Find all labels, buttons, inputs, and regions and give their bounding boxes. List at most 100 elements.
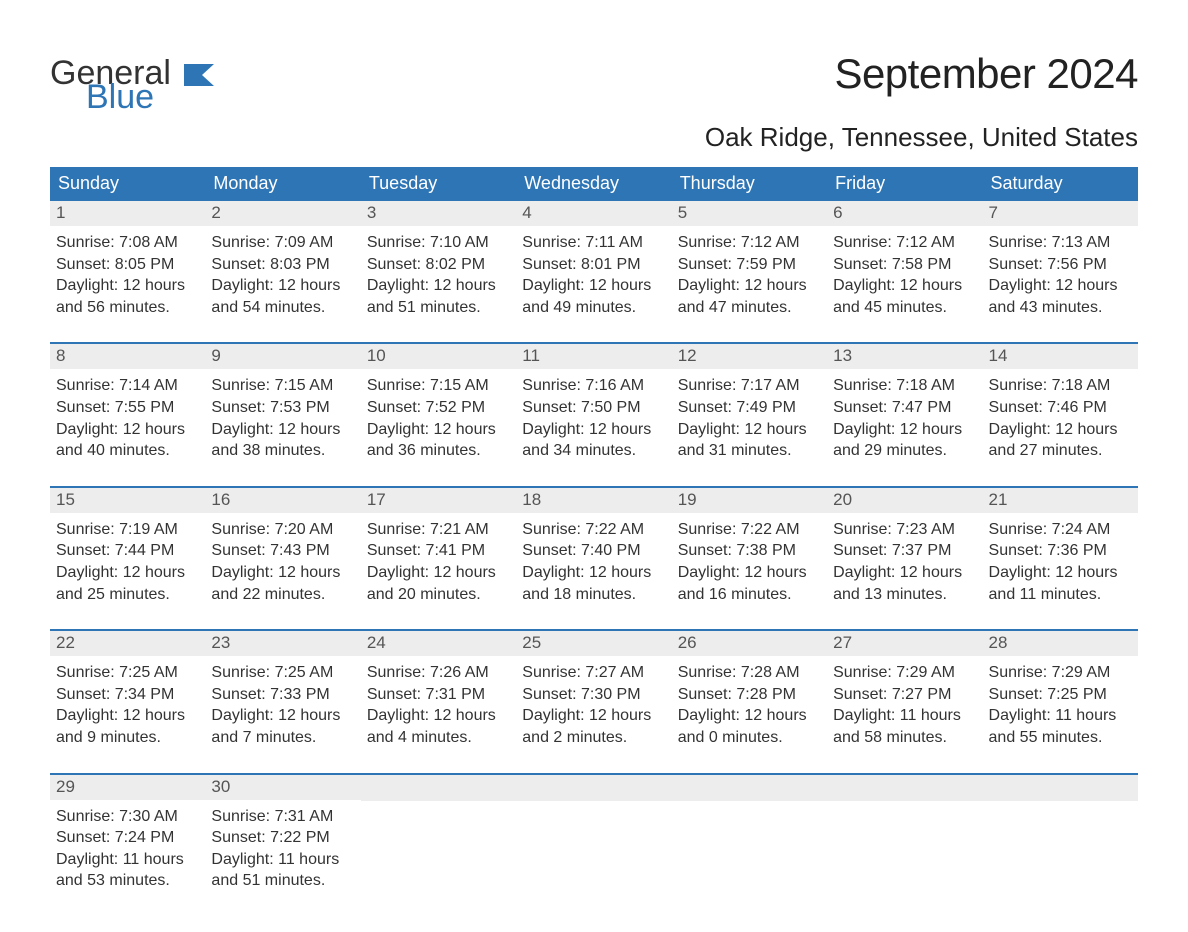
sunset-line: Sunset: 8:01 PM bbox=[522, 254, 665, 276]
daylight-line-2: and 55 minutes. bbox=[989, 727, 1132, 749]
day-details: Sunrise: 7:22 AMSunset: 7:40 PMDaylight:… bbox=[516, 513, 671, 605]
daylight-line-1: Daylight: 12 hours bbox=[522, 275, 665, 297]
calendar-day: 25Sunrise: 7:27 AMSunset: 7:30 PMDayligh… bbox=[516, 631, 671, 748]
daylight-line-1: Daylight: 12 hours bbox=[56, 562, 199, 584]
calendar-day: 2Sunrise: 7:09 AMSunset: 8:03 PMDaylight… bbox=[205, 201, 360, 318]
day-header-row: Sunday Monday Tuesday Wednesday Thursday… bbox=[50, 167, 1138, 201]
day-number: 13 bbox=[827, 344, 982, 369]
daylight-line-1: Daylight: 12 hours bbox=[367, 705, 510, 727]
sunrise-line: Sunrise: 7:14 AM bbox=[56, 375, 199, 397]
sunset-line: Sunset: 7:58 PM bbox=[833, 254, 976, 276]
calendar-day: 30Sunrise: 7:31 AMSunset: 7:22 PMDayligh… bbox=[205, 775, 360, 892]
day-details: Sunrise: 7:18 AMSunset: 7:47 PMDaylight:… bbox=[827, 369, 982, 461]
week-row: 29Sunrise: 7:30 AMSunset: 7:24 PMDayligh… bbox=[50, 773, 1138, 892]
day-number bbox=[827, 775, 982, 801]
sunrise-line: Sunrise: 7:29 AM bbox=[833, 662, 976, 684]
day-details: Sunrise: 7:19 AMSunset: 7:44 PMDaylight:… bbox=[50, 513, 205, 605]
sunset-line: Sunset: 7:31 PM bbox=[367, 684, 510, 706]
day-number: 27 bbox=[827, 631, 982, 656]
daylight-line-1: Daylight: 12 hours bbox=[522, 419, 665, 441]
daylight-line-2: and 51 minutes. bbox=[367, 297, 510, 319]
day-number: 11 bbox=[516, 344, 671, 369]
header: General Blue September 2024 bbox=[50, 50, 1138, 114]
day-details: Sunrise: 7:25 AMSunset: 7:33 PMDaylight:… bbox=[205, 656, 360, 748]
sunrise-line: Sunrise: 7:17 AM bbox=[678, 375, 821, 397]
sunset-line: Sunset: 7:34 PM bbox=[56, 684, 199, 706]
daylight-line-2: and 40 minutes. bbox=[56, 440, 199, 462]
calendar-day: 10Sunrise: 7:15 AMSunset: 7:52 PMDayligh… bbox=[361, 344, 516, 461]
sunrise-line: Sunrise: 7:12 AM bbox=[833, 232, 976, 254]
sunset-line: Sunset: 7:56 PM bbox=[989, 254, 1132, 276]
day-details: Sunrise: 7:08 AMSunset: 8:05 PMDaylight:… bbox=[50, 226, 205, 318]
sunset-line: Sunset: 7:49 PM bbox=[678, 397, 821, 419]
day-number: 22 bbox=[50, 631, 205, 656]
sunrise-line: Sunrise: 7:18 AM bbox=[989, 375, 1132, 397]
sunset-line: Sunset: 7:43 PM bbox=[211, 540, 354, 562]
day-details: Sunrise: 7:27 AMSunset: 7:30 PMDaylight:… bbox=[516, 656, 671, 748]
day-details: Sunrise: 7:18 AMSunset: 7:46 PMDaylight:… bbox=[983, 369, 1138, 461]
day-number: 25 bbox=[516, 631, 671, 656]
daylight-line-2: and 53 minutes. bbox=[56, 870, 199, 892]
sunset-line: Sunset: 7:53 PM bbox=[211, 397, 354, 419]
day-number: 26 bbox=[672, 631, 827, 656]
day-details: Sunrise: 7:15 AMSunset: 7:53 PMDaylight:… bbox=[205, 369, 360, 461]
daylight-line-1: Daylight: 12 hours bbox=[56, 419, 199, 441]
sunset-line: Sunset: 8:03 PM bbox=[211, 254, 354, 276]
day-details: Sunrise: 7:20 AMSunset: 7:43 PMDaylight:… bbox=[205, 513, 360, 605]
sunrise-line: Sunrise: 7:15 AM bbox=[367, 375, 510, 397]
daylight-line-1: Daylight: 12 hours bbox=[211, 562, 354, 584]
daylight-line-2: and 25 minutes. bbox=[56, 584, 199, 606]
sunrise-line: Sunrise: 7:27 AM bbox=[522, 662, 665, 684]
daylight-line-1: Daylight: 12 hours bbox=[56, 275, 199, 297]
calendar-day: 9Sunrise: 7:15 AMSunset: 7:53 PMDaylight… bbox=[205, 344, 360, 461]
calendar-day: 5Sunrise: 7:12 AMSunset: 7:59 PMDaylight… bbox=[672, 201, 827, 318]
daylight-line-2: and 11 minutes. bbox=[989, 584, 1132, 606]
sunrise-line: Sunrise: 7:20 AM bbox=[211, 519, 354, 541]
calendar-day: 28Sunrise: 7:29 AMSunset: 7:25 PMDayligh… bbox=[983, 631, 1138, 748]
sunrise-line: Sunrise: 7:18 AM bbox=[833, 375, 976, 397]
sunset-line: Sunset: 7:46 PM bbox=[989, 397, 1132, 419]
daylight-line-2: and 45 minutes. bbox=[833, 297, 976, 319]
sunrise-line: Sunrise: 7:11 AM bbox=[522, 232, 665, 254]
day-number bbox=[983, 775, 1138, 801]
sunrise-line: Sunrise: 7:22 AM bbox=[678, 519, 821, 541]
calendar-day: 11 Sunrise: 7:16 AMSunset: 7:50 PMDayligh… bbox=[516, 344, 671, 461]
day-number: 8 bbox=[50, 344, 205, 369]
location: Oak Ridge, Tennessee, United States bbox=[50, 122, 1138, 153]
sunrise-line: Sunrise: 7:21 AM bbox=[367, 519, 510, 541]
sunrise-line: Sunrise: 7:12 AM bbox=[678, 232, 821, 254]
calendar-day bbox=[516, 775, 671, 892]
day-number: 18 bbox=[516, 488, 671, 513]
day-number: 14 bbox=[983, 344, 1138, 369]
day-details: Sunrise: 7:14 AMSunset: 7:55 PMDaylight:… bbox=[50, 369, 205, 461]
sunset-line: Sunset: 7:50 PM bbox=[522, 397, 665, 419]
sunset-line: Sunset: 7:24 PM bbox=[56, 827, 199, 849]
day-number bbox=[361, 775, 516, 801]
day-number bbox=[516, 775, 671, 801]
sunrise-line: Sunrise: 7:16 AM bbox=[522, 375, 665, 397]
day-number: 10 bbox=[361, 344, 516, 369]
daylight-line-2: and 27 minutes. bbox=[989, 440, 1132, 462]
day-details: Sunrise: 7:29 AMSunset: 7:25 PMDaylight:… bbox=[983, 656, 1138, 748]
sunset-line: Sunset: 7:28 PM bbox=[678, 684, 821, 706]
day-details: Sunrise: 7:09 AMSunset: 8:03 PMDaylight:… bbox=[205, 226, 360, 318]
daylight-line-2: and 56 minutes. bbox=[56, 297, 199, 319]
calendar-day: 27Sunrise: 7:29 AMSunset: 7:27 PMDayligh… bbox=[827, 631, 982, 748]
day-number: 16 bbox=[205, 488, 360, 513]
day-details: Sunrise: 7:11 AMSunset: 8:01 PMDaylight:… bbox=[516, 226, 671, 318]
daylight-line-1: Daylight: 12 hours bbox=[989, 275, 1132, 297]
day-header-wed: Wednesday bbox=[516, 167, 671, 201]
sunset-line: Sunset: 7:25 PM bbox=[989, 684, 1132, 706]
sunset-line: Sunset: 7:36 PM bbox=[989, 540, 1132, 562]
daylight-line-2: and 36 minutes. bbox=[367, 440, 510, 462]
sunset-line: Sunset: 8:02 PM bbox=[367, 254, 510, 276]
sunrise-line: Sunrise: 7:15 AM bbox=[211, 375, 354, 397]
daylight-line-1: Daylight: 12 hours bbox=[522, 562, 665, 584]
daylight-line-1: Daylight: 12 hours bbox=[678, 275, 821, 297]
day-details: Sunrise: 7:21 AMSunset: 7:41 PMDaylight:… bbox=[361, 513, 516, 605]
calendar-day: 12Sunrise: 7:17 AMSunset: 7:49 PMDayligh… bbox=[672, 344, 827, 461]
calendar: Sunday Monday Tuesday Wednesday Thursday… bbox=[50, 167, 1138, 892]
sunrise-line: Sunrise: 7:13 AM bbox=[989, 232, 1132, 254]
sunrise-line: Sunrise: 7:22 AM bbox=[522, 519, 665, 541]
day-number bbox=[672, 775, 827, 801]
